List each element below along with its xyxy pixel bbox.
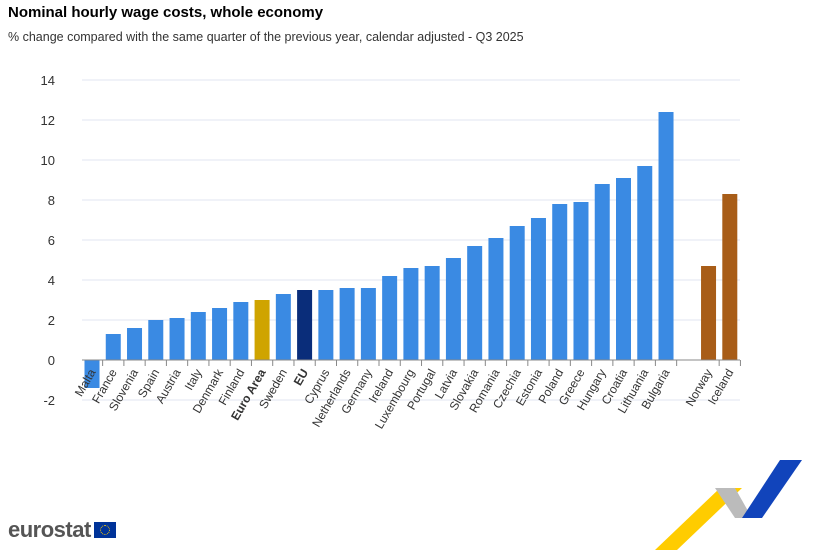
bar-sweden (275, 294, 291, 360)
chart-subtitle: % change compared with the same quarter … (8, 30, 524, 44)
bar-austria (169, 318, 185, 360)
logo-text: eurostat (8, 517, 91, 542)
bar-lithuania (637, 166, 653, 360)
bar-portugal (424, 266, 440, 360)
bar-romania (488, 238, 504, 360)
bar-germany (360, 288, 376, 360)
bar-malta (84, 360, 100, 388)
bar-bulgaria (658, 112, 674, 360)
bar-greece (573, 202, 589, 360)
bar-poland (552, 204, 568, 360)
bar-norway (701, 266, 717, 360)
bar-luxembourg (403, 268, 419, 360)
x-tick-label: EU (291, 367, 311, 388)
y-tick-label: 8 (48, 193, 55, 208)
decor-grey-stripe (715, 488, 752, 518)
bar-hungary (594, 184, 610, 360)
y-tick-label: 4 (48, 273, 55, 288)
bar-estonia (530, 218, 546, 360)
bar-spain (148, 320, 164, 360)
y-tick-label: 14 (41, 73, 55, 88)
bar-denmark (212, 308, 228, 360)
bar-iceland (722, 194, 738, 360)
y-tick-label: 12 (41, 113, 55, 128)
bar-czechia (509, 226, 525, 360)
bar-slovenia (127, 328, 143, 360)
bar-ireland (382, 276, 398, 360)
eu-flag-icon (93, 522, 116, 538)
y-tick-label: 2 (48, 313, 55, 328)
bar-eu (297, 290, 313, 360)
bar-france (105, 334, 121, 360)
y-tick-label: 10 (41, 153, 55, 168)
y-tick-label: -2 (43, 393, 55, 408)
bar-euro-area (254, 300, 270, 360)
bar-italy (190, 312, 206, 360)
y-tick-label: 0 (48, 353, 55, 368)
chart-title: Nominal hourly wage costs, whole economy (8, 4, 324, 21)
bar-finland (233, 302, 249, 360)
bar-croatia (616, 178, 631, 360)
bar-netherlands (339, 288, 355, 360)
bar-slovakia (467, 246, 483, 360)
bar-cyprus (318, 290, 334, 360)
y-tick-label: 6 (48, 233, 55, 248)
decor-yellow-stripe (655, 488, 742, 550)
decor-blue-stripe (742, 460, 802, 518)
eurostat-logo: eurostat (8, 517, 116, 543)
bar-latvia (445, 258, 461, 360)
